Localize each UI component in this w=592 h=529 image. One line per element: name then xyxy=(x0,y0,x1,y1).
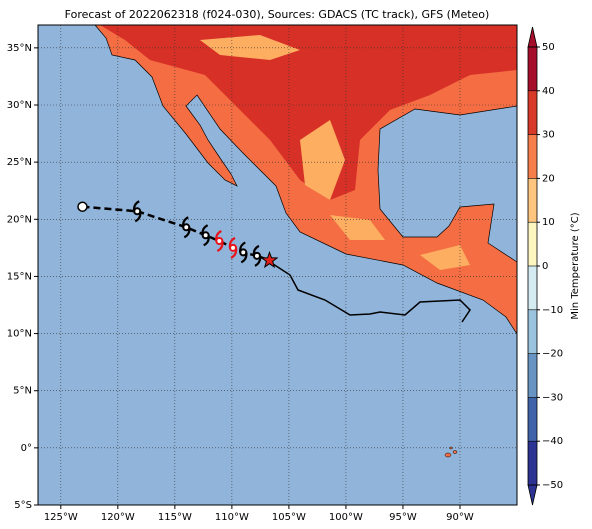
colorbar-tick-label: 40 xyxy=(542,86,555,97)
hurricane-symbol xyxy=(252,244,262,267)
map-area xyxy=(38,25,517,505)
track-current xyxy=(260,250,279,269)
axes: 125°W 120°W 115°W 110°W 105°W 100°W 95°W 90°W 5°… xyxy=(7,43,474,523)
y-tick-label: 15°N xyxy=(7,271,32,282)
hurricane-symbol xyxy=(215,230,224,252)
colorbar-tick-label: −30 xyxy=(542,392,563,403)
x-tick-label: 95°W xyxy=(389,512,417,523)
warm-region xyxy=(100,25,517,200)
map-frame xyxy=(37,24,518,506)
x-tick-label: 110°W xyxy=(215,512,249,523)
y-tick-label: 30°N xyxy=(7,100,32,111)
colorbar-band xyxy=(528,222,537,266)
hurricane-arm xyxy=(132,200,142,223)
y-tick-label: 5°S xyxy=(14,500,32,511)
y-tick-label: 10°N xyxy=(7,329,32,340)
hurricane-symbol xyxy=(132,200,142,223)
colorbar-label: Min Temperature (°C) xyxy=(570,212,581,319)
colorbar-tick-label: 0 xyxy=(542,261,548,272)
hurricane-symbol xyxy=(239,241,248,264)
grid xyxy=(38,25,517,505)
hurricane-symbol xyxy=(182,216,191,239)
y-tick-label: 5°N xyxy=(13,386,32,397)
hurricane-symbol xyxy=(201,224,210,247)
hurricane-arm xyxy=(201,224,210,247)
hurricane-arm xyxy=(252,244,262,267)
x-tick-label: 115°W xyxy=(158,512,192,523)
islands xyxy=(444,446,458,458)
colorbar-band xyxy=(528,309,537,354)
colorbar-band xyxy=(528,266,537,310)
title: Forecast of 2022062318 (f024-030), Sourc… xyxy=(65,8,490,21)
cool-patches xyxy=(200,35,470,270)
colorbar-band xyxy=(528,134,537,179)
x-tick-label: 105°W xyxy=(272,512,306,523)
hurricane-arm xyxy=(239,241,248,264)
colorbar-tick-label: 30 xyxy=(542,130,555,141)
colorbar-band xyxy=(528,47,537,91)
y-tick-label: 20°N xyxy=(7,214,32,225)
y-tick-label: 0° xyxy=(21,443,32,454)
colorbar-band xyxy=(528,397,537,442)
hurricane-symbol xyxy=(228,236,238,259)
track-start xyxy=(77,201,88,212)
x-tick-label: 125°W xyxy=(44,512,78,523)
colorbar: −50 −40 −30 −20 −10 0 10 20 30 40 50 Min Temperatur… xyxy=(527,26,581,506)
colorbar-extend-top xyxy=(527,26,538,48)
colorbar-tick-label: −40 xyxy=(542,436,563,447)
x-tick-label: 90°W xyxy=(446,512,474,523)
colorbar-band xyxy=(528,90,537,135)
colorbar-tick-label: 10 xyxy=(542,217,555,228)
colorbar-band xyxy=(528,178,537,223)
track-line xyxy=(82,205,270,262)
colorbar-tick-label: 20 xyxy=(542,173,555,184)
colorbar-tick-label: −50 xyxy=(542,480,563,491)
y-tick-label: 35°N xyxy=(7,43,32,54)
colorbar-tick-label: 50 xyxy=(542,42,555,53)
x-tick-label: 100°W xyxy=(329,512,363,523)
y-tick-label: 25°N xyxy=(7,157,32,168)
colorbar-tick-label: −10 xyxy=(542,305,563,316)
colorbar-extend-bottom xyxy=(527,484,538,506)
colorbar-tick-label: −20 xyxy=(542,349,563,360)
hurricane-arm xyxy=(228,236,238,259)
colorbar-band xyxy=(528,353,537,398)
x-tick-label: 120°W xyxy=(101,512,135,523)
hurricane-arm xyxy=(182,216,191,239)
colorbar-band xyxy=(528,441,537,485)
track xyxy=(77,200,279,269)
hurricane-arm xyxy=(215,230,224,252)
tc-swath xyxy=(269,261,471,323)
